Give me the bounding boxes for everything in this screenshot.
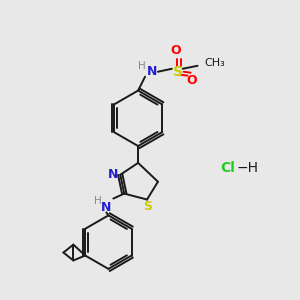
Text: H: H	[94, 196, 101, 206]
Text: N: N	[101, 201, 112, 214]
Text: H: H	[138, 61, 146, 71]
Text: S: S	[143, 200, 152, 213]
Text: N: N	[147, 65, 157, 78]
Text: Cl: Cl	[220, 161, 235, 175]
Text: O: O	[170, 44, 181, 57]
Text: O: O	[186, 74, 197, 87]
Text: N: N	[108, 168, 118, 181]
Text: CH₃: CH₃	[205, 58, 225, 68]
Text: −H: −H	[236, 161, 258, 175]
Text: S: S	[173, 65, 183, 79]
